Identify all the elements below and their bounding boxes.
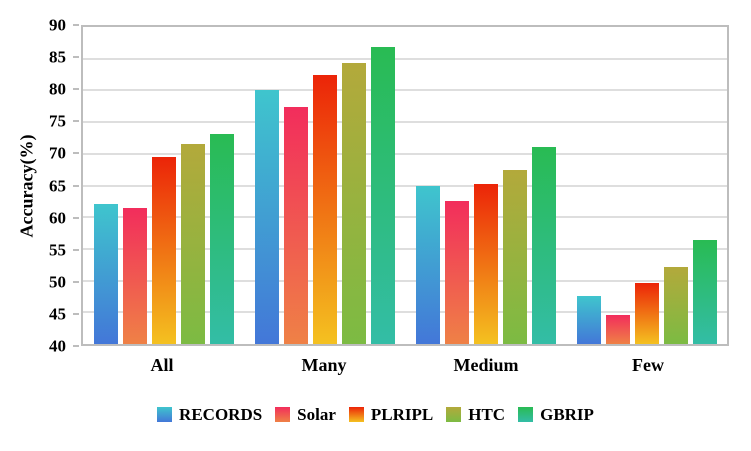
bar-htc-medium [502, 170, 527, 344]
bar-group-medium [405, 27, 566, 344]
gridline-45 [83, 311, 727, 314]
y-axis: 40 45 50 55 60 65 70 75 80 85 90 [0, 17, 81, 355]
bar-records-many [254, 90, 279, 344]
bar-solar-all [122, 207, 147, 344]
bar-group-few [566, 27, 727, 344]
y-tick-mark-85 [73, 56, 79, 59]
bar-gbrip-medium [531, 147, 556, 344]
legend-item-gbrip: GBRIP [518, 406, 594, 423]
x-axis: All Many Medium Few [81, 355, 729, 379]
y-tick-label-65: 65 [49, 176, 66, 195]
gridline-70 [83, 152, 727, 155]
legend-item-solar: Solar [275, 406, 336, 423]
y-tick-mark-60 [73, 216, 79, 219]
y-tick-mark-75 [73, 120, 79, 123]
bar-plripl-few [634, 282, 659, 344]
bar-records-medium [415, 185, 440, 344]
bar-gbrip-all [209, 133, 234, 344]
bar-gbrip-many [370, 47, 395, 344]
y-tick-label-40: 40 [49, 336, 66, 356]
legend-item-plripl: PLRIPL [348, 405, 434, 424]
y-tick-mark-45 [73, 312, 79, 315]
y-tick-mark-50 [73, 280, 79, 283]
bar-group-many [244, 27, 405, 344]
legend-label-htc: HTC [468, 405, 506, 424]
bar-plripl-medium [473, 183, 498, 344]
y-tick-label-50: 50 [49, 272, 66, 292]
legend-swatch-htc [446, 407, 462, 422]
gridline-85 [83, 57, 727, 60]
bar-htc-many [341, 62, 366, 344]
y-tick-mark-40 [73, 345, 79, 347]
legend-label-gbrip: GBRIP [540, 405, 594, 424]
gridline-80 [83, 89, 727, 92]
bar-group-all [83, 27, 244, 344]
x-tick-label-all: All [150, 355, 174, 375]
y-tick-label-55: 55 [49, 240, 66, 260]
y-tick-mark-90 [73, 24, 79, 26]
gridline-65 [83, 184, 727, 187]
bar-solar-few [605, 315, 630, 344]
y-tick-mark-55 [73, 248, 79, 251]
gridline-60 [83, 216, 727, 219]
y-tick-label-85: 85 [49, 47, 66, 67]
bar-htc-all [180, 143, 205, 344]
y-tick-label-80: 80 [49, 79, 66, 99]
legend-swatch-solar [275, 407, 291, 422]
x-tick-label-many: Many [301, 355, 347, 375]
bar-solar-medium [444, 200, 469, 344]
plot-area [81, 25, 729, 346]
legend-label-records: RECORDS [179, 405, 263, 424]
legend-item-records: RECORDS [157, 406, 262, 423]
gridline-55 [83, 247, 727, 250]
bar-records-all [93, 203, 118, 344]
bar-gbrip-few [692, 240, 717, 344]
bar-htc-few [663, 266, 688, 344]
gridline-50 [83, 279, 727, 282]
x-tick-label-few: Few [632, 355, 664, 375]
y-tick-mark-70 [73, 152, 79, 155]
y-tick-mark-80 [73, 88, 79, 91]
y-tick-mark-65 [73, 184, 79, 187]
bar-records-few [576, 296, 601, 344]
gridline-75 [83, 121, 727, 124]
y-tick-label-70: 70 [49, 143, 66, 163]
legend-label-plripl: PLRIPL [370, 405, 434, 424]
legend-swatch-plripl [348, 407, 364, 422]
legend: RECORDS Solar PLRIPL HTC GBRIP [0, 406, 751, 423]
legend-item-htc: HTC [446, 406, 505, 423]
bar-plripl-all [151, 156, 176, 344]
x-tick-label-medium: Medium [453, 355, 519, 375]
legend-swatch-gbrip [518, 407, 534, 422]
legend-swatch-records [157, 407, 173, 422]
y-tick-label-45: 45 [49, 304, 66, 324]
y-tick-label-90: 90 [49, 15, 66, 35]
y-tick-label-60: 60 [49, 208, 66, 228]
bar-solar-many [283, 106, 308, 344]
y-tick-label-75: 75 [49, 111, 66, 131]
bar-plripl-many [312, 75, 337, 344]
legend-label-solar: Solar [297, 405, 336, 424]
